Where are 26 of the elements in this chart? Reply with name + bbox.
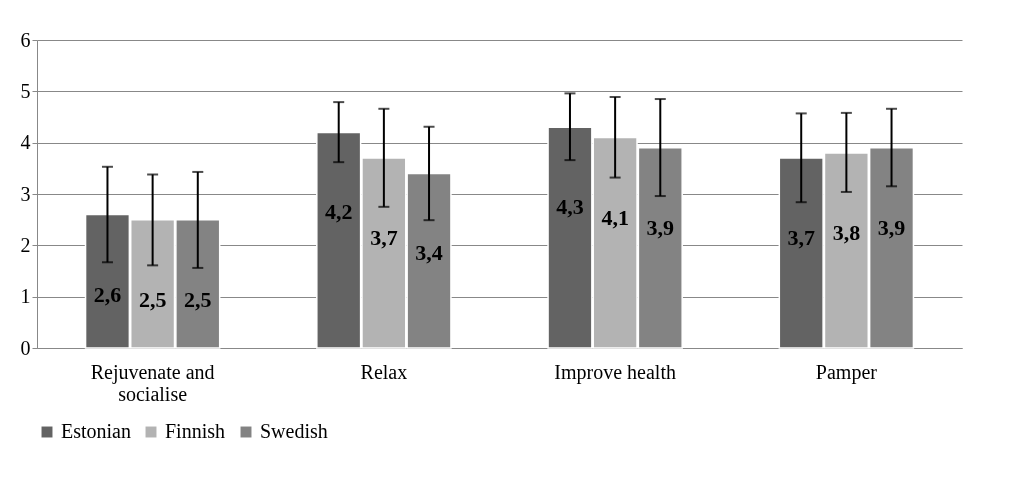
data-label: 3,7: [787, 225, 815, 251]
x-tick-label: Rejuvenate and socialise: [90, 360, 215, 405]
y-tick-label: 0: [20, 336, 31, 359]
data-label: 4,3: [556, 194, 584, 220]
data-label: 2,6: [93, 281, 122, 307]
data-label: 3,7: [370, 225, 398, 251]
x-tick-label: Improve health: [554, 360, 676, 384]
legend-label: Estonian: [61, 420, 131, 442]
y-tick-label: 5: [20, 79, 31, 102]
data-label: 3,8: [832, 219, 861, 245]
y-tick-label: 2: [20, 233, 31, 256]
y-tick-label: 4: [20, 131, 31, 154]
x-tick-label: Pamper: [815, 360, 878, 384]
x-tick-label: Relax: [360, 360, 408, 383]
legend-label: Swedish: [260, 420, 328, 442]
data-label: 4,1: [601, 204, 629, 230]
data-label: 2,5: [184, 286, 212, 312]
legend-label: Finnish: [165, 420, 226, 442]
y-tick-label: 6: [20, 28, 31, 51]
data-label: 3,9: [646, 214, 675, 240]
data-label: 4,2: [324, 199, 353, 225]
data-label: 3,9: [877, 214, 906, 240]
data-label: 3,4: [415, 240, 443, 266]
y-tick-label: 1: [20, 285, 31, 308]
data-label: 2,5: [138, 286, 167, 312]
y-tick-label: 3: [20, 182, 31, 205]
